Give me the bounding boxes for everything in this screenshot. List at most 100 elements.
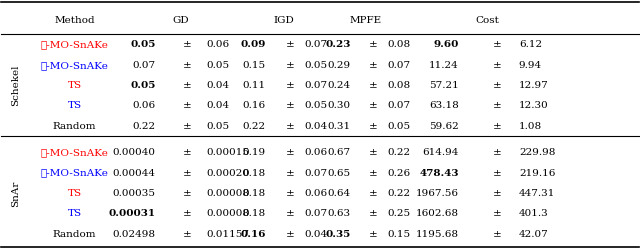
Text: 0.25: 0.25 — [387, 208, 410, 218]
Text: 0.18: 0.18 — [243, 168, 266, 177]
Text: 0.07: 0.07 — [304, 168, 327, 177]
Text: 401.3: 401.3 — [519, 208, 548, 218]
Text: 0.08: 0.08 — [387, 81, 410, 90]
Text: Cost: Cost — [475, 16, 499, 24]
Text: 1.08: 1.08 — [519, 121, 542, 130]
Text: ±: ± — [369, 229, 377, 238]
Text: 0.64: 0.64 — [328, 188, 351, 197]
Text: TS: TS — [68, 81, 82, 90]
Text: 42.07: 42.07 — [519, 229, 548, 238]
Text: 0.07: 0.07 — [387, 60, 410, 70]
Text: 0.30: 0.30 — [328, 101, 351, 110]
Text: 0.31: 0.31 — [328, 121, 351, 130]
Text: 0.26: 0.26 — [387, 168, 410, 177]
Text: 0.24: 0.24 — [328, 81, 351, 90]
Text: 0.05: 0.05 — [207, 121, 230, 130]
Text: 447.31: 447.31 — [519, 188, 555, 197]
Text: 0.29: 0.29 — [328, 60, 351, 70]
Text: ±: ± — [493, 148, 502, 157]
Text: 0.04: 0.04 — [304, 121, 327, 130]
Text: 0.05: 0.05 — [207, 60, 230, 70]
Text: ±: ± — [285, 229, 294, 238]
Text: 0.07: 0.07 — [387, 101, 410, 110]
Text: 0.15: 0.15 — [387, 229, 410, 238]
Text: 0.07: 0.07 — [304, 81, 327, 90]
Text: 12.97: 12.97 — [519, 81, 548, 90]
Text: ℓ-MO-SnAKe: ℓ-MO-SnAKe — [41, 148, 109, 157]
Text: ±: ± — [285, 121, 294, 130]
Text: 0.22: 0.22 — [387, 188, 410, 197]
Text: 229.98: 229.98 — [519, 148, 555, 157]
Text: ±: ± — [183, 188, 192, 197]
Text: 0.67: 0.67 — [328, 148, 351, 157]
Text: ±: ± — [369, 188, 377, 197]
Text: ±: ± — [285, 168, 294, 177]
Text: ±: ± — [493, 208, 502, 218]
Text: ±: ± — [493, 188, 502, 197]
Text: ±: ± — [493, 229, 502, 238]
Text: 219.16: 219.16 — [519, 168, 555, 177]
Text: 0.23: 0.23 — [325, 40, 351, 49]
Text: 0.35: 0.35 — [325, 229, 351, 238]
Text: ±: ± — [369, 101, 377, 110]
Text: 0.07: 0.07 — [132, 60, 156, 70]
Text: ±: ± — [183, 168, 192, 177]
Text: 0.22: 0.22 — [243, 121, 266, 130]
Text: 0.05: 0.05 — [387, 121, 410, 130]
Text: 0.09: 0.09 — [241, 40, 266, 49]
Text: MPFE: MPFE — [350, 16, 382, 24]
Text: ±: ± — [493, 101, 502, 110]
Text: 0.00031: 0.00031 — [108, 208, 156, 218]
Text: 0.00020: 0.00020 — [207, 168, 250, 177]
Text: 0.16: 0.16 — [243, 101, 266, 110]
Text: IGD: IGD — [274, 16, 294, 24]
Text: ±: ± — [369, 121, 377, 130]
Text: ±: ± — [285, 60, 294, 70]
Text: ±: ± — [285, 40, 294, 49]
Text: 59.62: 59.62 — [429, 121, 459, 130]
Text: ±: ± — [183, 101, 192, 110]
Text: 0.00040: 0.00040 — [113, 148, 156, 157]
Text: ±: ± — [369, 60, 377, 70]
Text: ±: ± — [493, 81, 502, 90]
Text: ±: ± — [369, 148, 377, 157]
Text: ±: ± — [183, 40, 192, 49]
Text: 11.24: 11.24 — [429, 60, 459, 70]
Text: 1195.68: 1195.68 — [416, 229, 459, 238]
Text: ±: ± — [285, 188, 294, 197]
Text: TS: TS — [68, 188, 82, 197]
Text: 1602.68: 1602.68 — [416, 208, 459, 218]
Text: 0.01157: 0.01157 — [207, 229, 250, 238]
Text: ±: ± — [285, 148, 294, 157]
Text: ±: ± — [369, 208, 377, 218]
Text: 0.00044: 0.00044 — [113, 168, 156, 177]
Text: ℓ-MO-SnAKe: ℓ-MO-SnAKe — [41, 40, 109, 49]
Text: 0.00008: 0.00008 — [207, 188, 250, 197]
Text: ±: ± — [183, 81, 192, 90]
Text: 478.43: 478.43 — [419, 168, 459, 177]
Text: TS: TS — [68, 101, 82, 110]
Text: 0.06: 0.06 — [207, 40, 230, 49]
Text: 63.18: 63.18 — [429, 101, 459, 110]
Text: 0.63: 0.63 — [328, 208, 351, 218]
Text: Random: Random — [53, 121, 97, 130]
Text: 0.07: 0.07 — [304, 208, 327, 218]
Text: 0.22: 0.22 — [132, 121, 156, 130]
Text: 9.94: 9.94 — [519, 60, 542, 70]
Text: 0.16: 0.16 — [241, 229, 266, 238]
Text: ℓ-MO-SnAKe: ℓ-MO-SnAKe — [41, 168, 109, 177]
Text: 0.05: 0.05 — [130, 40, 156, 49]
Text: Random: Random — [53, 229, 97, 238]
Text: 12.30: 12.30 — [519, 101, 548, 110]
Text: ±: ± — [369, 40, 377, 49]
Text: 0.15: 0.15 — [243, 60, 266, 70]
Text: 0.22: 0.22 — [387, 148, 410, 157]
Text: ±: ± — [183, 148, 192, 157]
Text: 0.65: 0.65 — [328, 168, 351, 177]
Text: GD: GD — [173, 16, 189, 24]
Text: 0.00035: 0.00035 — [113, 188, 156, 197]
Text: ±: ± — [183, 208, 192, 218]
Text: ±: ± — [493, 168, 502, 177]
Text: 0.00015: 0.00015 — [207, 148, 250, 157]
Text: 0.07: 0.07 — [304, 40, 327, 49]
